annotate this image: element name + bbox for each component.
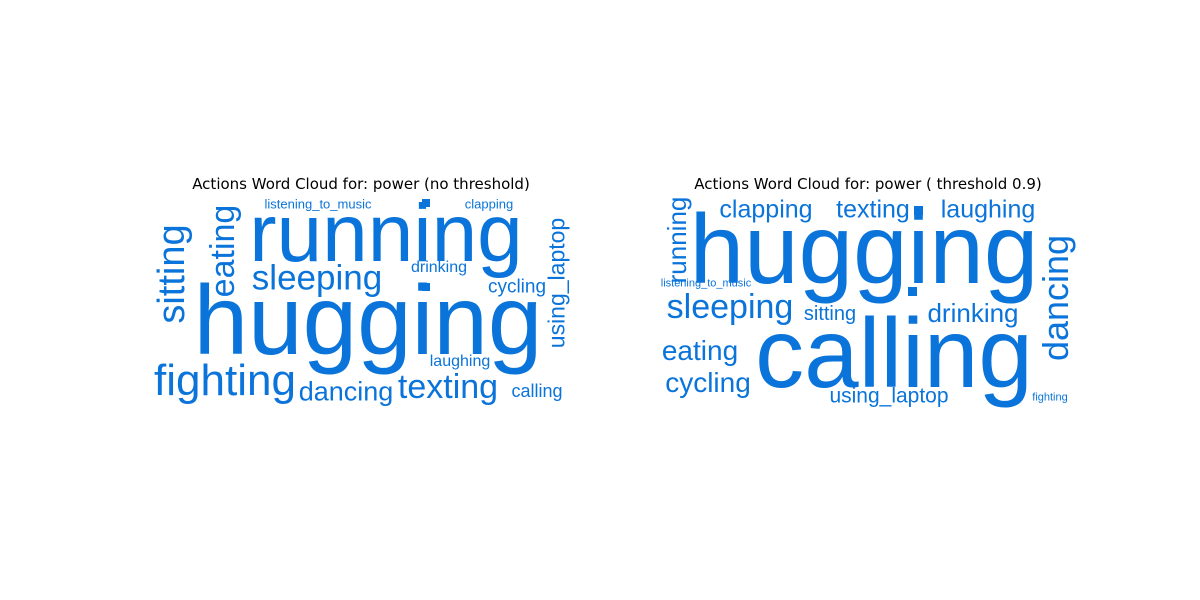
word-cloud-panel-threshold-0-9: Actions Word Cloud for: power ( threshol…: [600, 0, 1200, 600]
word-sleeping: sleeping: [666, 288, 794, 326]
word-texting: texting: [397, 368, 499, 406]
word-dancing: dancing: [298, 376, 394, 407]
word-eating: eating: [661, 335, 739, 366]
word-laughing: laughing: [429, 353, 491, 370]
word-sitting: sitting: [803, 303, 857, 325]
word-laughing: laughing: [940, 195, 1036, 224]
decorative-square: [908, 287, 917, 296]
chart-title: Actions Word Cloud for: power ( threshol…: [694, 175, 1042, 193]
word-cycling: cycling: [665, 367, 751, 398]
decorative-square: [422, 199, 430, 207]
word-fighting: fighting: [1032, 391, 1068, 404]
word-clapping: clapping: [719, 195, 813, 224]
chart-title: Actions Word Cloud for: power (no thresh…: [192, 175, 530, 193]
word-drinking: drinking: [927, 298, 1019, 328]
word-running: running: [662, 196, 692, 284]
word-drinking: drinking: [410, 259, 468, 276]
word-listening-to-music: listening_to_music: [660, 277, 752, 290]
word-texting: texting: [836, 195, 910, 224]
word-using-laptop: using_laptop: [829, 384, 949, 408]
word-fighting: fighting: [154, 356, 296, 405]
word-dancing: dancing: [1035, 234, 1076, 362]
word-calling: calling: [511, 381, 563, 401]
word-running: running: [249, 188, 523, 279]
word-calling: calling: [755, 298, 1033, 408]
word-listening-to-music: listening_to_music: [264, 196, 372, 212]
word-hugging: hugging: [193, 265, 543, 375]
word-clapping: clapping: [464, 196, 514, 212]
word-sitting: sitting: [151, 224, 193, 324]
word-hugging: hugging: [689, 194, 1039, 304]
word-using-laptop: using_laptop: [543, 217, 570, 349]
decorative-square: [914, 206, 923, 215]
word-cycling: cycling: [487, 276, 547, 298]
word-cloud-panel-no-threshold: Actions Word Cloud for: power (no thresh…: [151, 175, 570, 407]
word-sleeping: sleeping: [251, 258, 383, 298]
word-eating: eating: [204, 204, 242, 298]
decorative-square: [422, 283, 430, 291]
